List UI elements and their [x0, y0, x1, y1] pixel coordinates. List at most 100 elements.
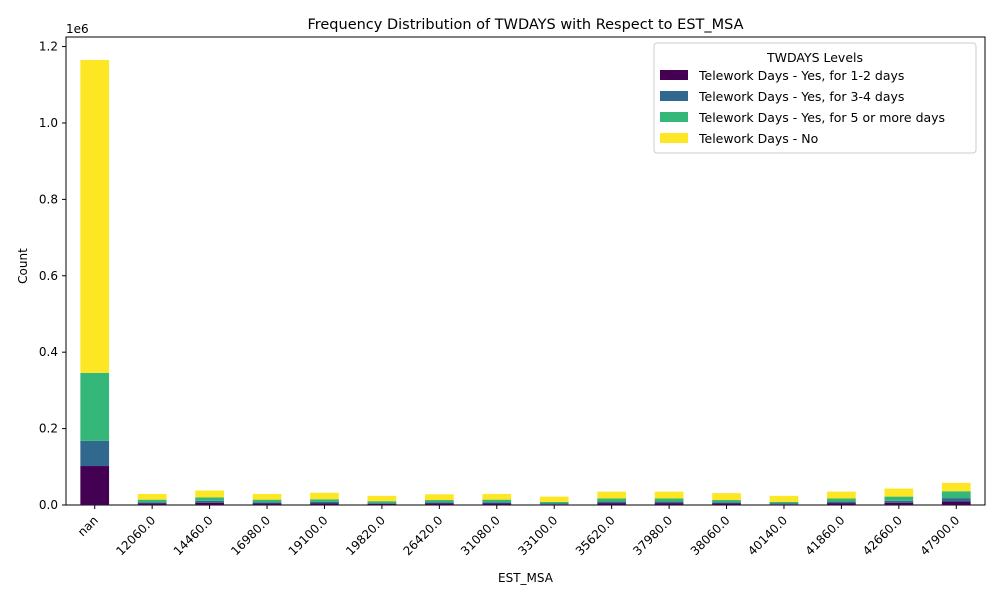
bar-segment: [941, 501, 971, 505]
bar-segment: [80, 372, 110, 441]
y-axis-ticks: 0.0 0.2 0.4 0.6 0.8 1.0 1.2: [39, 40, 66, 512]
bar-segment: [195, 490, 224, 498]
bar-segment: [769, 501, 799, 504]
bar-segment: [424, 494, 454, 501]
bar-segment: [482, 493, 512, 500]
legend-entry: Telework Days - Yes, for 3-4 days: [698, 89, 904, 104]
bar-segment: [654, 498, 684, 502]
bar-segment: [827, 491, 856, 499]
x-tick-label: nan: [75, 513, 101, 539]
x-axis-ticks: nan 12060.0 14460.0 16980.0 19100.0 19820.0 26…: [75, 505, 962, 558]
bar-segment: [539, 501, 569, 504]
bar-segment: [597, 501, 627, 504]
bar-segment: [884, 496, 914, 501]
x-tick-label: 19820.0: [343, 513, 388, 558]
y-multiplier-label: 1e6: [66, 22, 89, 36]
bar-segment: [424, 500, 454, 503]
bar-segment: [654, 491, 684, 499]
legend-entry: Telework Days - Yes, for 5 or more days: [698, 110, 945, 125]
bar-segment: [827, 498, 856, 502]
y-tick-label: 0.6: [39, 269, 58, 283]
bar-segment: [712, 503, 741, 505]
legend-items: Telework Days - Yes, for 1-2 days Telewor…: [660, 68, 945, 146]
bar-segment: [769, 503, 799, 505]
axes-frame: [65, 36, 986, 506]
x-axis-label: EST_MSA: [498, 571, 554, 585]
bar-segment: [195, 497, 224, 501]
bar-segment: [597, 498, 627, 502]
bar-segment: [712, 500, 741, 503]
y-axis-label: Count: [16, 248, 30, 284]
bar-segment: [884, 488, 914, 497]
legend-swatch: [660, 70, 688, 80]
bar-segment: [310, 501, 339, 504]
x-tick-label: 42660.0: [860, 513, 905, 558]
bar-segment: [424, 502, 454, 504]
bar-segment: [941, 498, 971, 502]
bar-segment: [310, 503, 339, 505]
x-tick-label: 16980.0: [228, 513, 273, 558]
bar-segment: [137, 499, 167, 503]
bar-segment: [597, 491, 627, 499]
y-tick-label: 0.0: [39, 498, 58, 512]
bar-segment: [827, 501, 856, 504]
legend-swatch: [660, 112, 688, 122]
bar-segment: [367, 503, 397, 505]
bar-segment: [310, 499, 339, 502]
bar-segment: [539, 504, 569, 505]
x-tick-label: 41860.0: [803, 513, 848, 558]
bar-segment: [941, 482, 971, 492]
bar-segment: [827, 503, 856, 505]
x-tick-label: 37980.0: [630, 513, 675, 558]
bar-segment: [482, 499, 512, 503]
y-tick-label: 0.2: [39, 422, 58, 436]
bar-marks: [80, 59, 971, 505]
bar-segment: [367, 501, 397, 504]
bar-segment: [80, 59, 110, 373]
bar-segment: [482, 502, 512, 504]
bar-segment: [367, 503, 397, 504]
y-tick-label: 1.0: [39, 116, 58, 130]
x-tick-label: 38060.0: [688, 513, 733, 558]
bar-segment: [654, 503, 684, 505]
bar-segment: [195, 500, 224, 503]
legend-swatch: [660, 91, 688, 101]
bar-segment: [137, 502, 167, 504]
bar-segment: [884, 500, 914, 503]
x-tick-label: 19100.0: [286, 513, 331, 558]
bar-segment: [597, 503, 627, 505]
bar-segment: [712, 502, 741, 504]
y-tick-label: 0.4: [39, 345, 58, 359]
bar-segment: [769, 495, 799, 502]
bar-segment: [80, 466, 110, 505]
bar-segment: [712, 493, 741, 501]
bar-segment: [654, 501, 684, 504]
x-tick-label: 14460.0: [171, 513, 216, 558]
bar-segment: [769, 504, 799, 505]
y-tick-label: 1.2: [39, 40, 58, 54]
x-tick-label: 12060.0: [113, 513, 158, 558]
bar-segment: [80, 440, 110, 467]
bar-segment: [252, 503, 282, 505]
x-tick-label: 31080.0: [458, 513, 503, 558]
bar-segment: [539, 503, 569, 505]
legend-entry: Telework Days - Yes, for 1-2 days: [698, 68, 904, 83]
bar-segment: [367, 495, 397, 502]
bar-segment: [539, 496, 569, 502]
legend: TWDAYS Levels Telework Days - Yes, for 1…: [653, 42, 977, 154]
bar-segment: [884, 502, 914, 505]
bar-segment: [252, 499, 282, 503]
x-tick-label: 33100.0: [515, 513, 560, 558]
bar-segment: [252, 502, 282, 504]
x-tick-label: 47900.0: [917, 513, 962, 558]
legend-swatch: [660, 133, 688, 143]
bar-segment: [310, 492, 339, 500]
bar-segment: [195, 502, 224, 505]
legend-entry: Telework Days - No: [698, 131, 818, 146]
x-tick-label: 35620.0: [573, 513, 618, 558]
x-tick-label: 40140.0: [745, 513, 790, 558]
legend-frame: [653, 42, 977, 154]
bar-segment: [252, 493, 282, 500]
plot-area: [65, 36, 986, 506]
